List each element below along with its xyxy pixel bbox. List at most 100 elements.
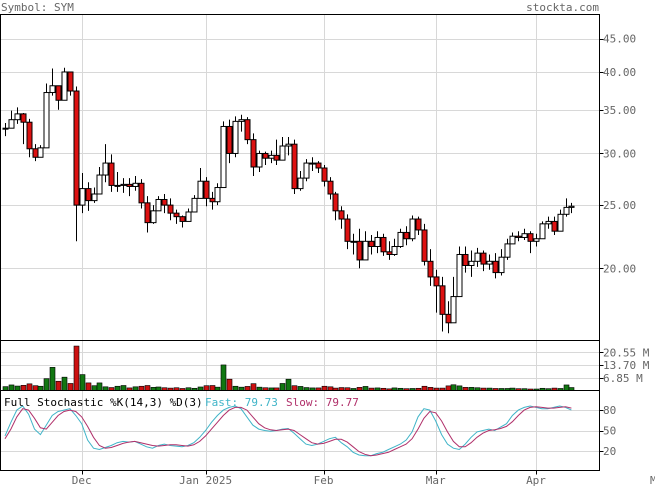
volume-bar [15,386,20,390]
stoch-tick-label: 80 [603,404,616,417]
volume-bar [457,386,462,391]
candle-body [80,189,85,206]
candle-body [351,241,356,242]
volume-bar [422,386,427,390]
month-label: Dec [72,474,92,486]
candle-body [375,237,380,246]
candle-body [280,146,285,160]
volume-bar [210,386,215,391]
candle-body [440,286,445,315]
candle-body [434,277,439,286]
volume-bar [27,384,32,391]
volume-bar [564,385,569,391]
symbol-label: Symbol: SYM [1,1,74,14]
month-label: Mar [426,474,446,486]
candle-body [33,149,38,157]
volume-bar [322,386,327,390]
volume-bar [328,387,333,391]
volume-bar [446,386,451,391]
stochastic-slow-label: Slow: 79.77 [286,396,359,409]
candle-body [156,199,161,210]
candle-body [56,86,61,100]
candle-body [269,155,274,158]
candle-body [552,221,557,231]
volume-bar [80,375,85,391]
volume-bar [103,387,108,391]
volume-bar [44,379,49,391]
volume-bar [133,387,138,391]
candle-body [516,236,521,237]
volume-bar [227,379,232,390]
candle-body [3,128,8,129]
candle-body [145,203,150,223]
candle-body [339,211,344,219]
candle-body [540,224,545,239]
candle-body [304,163,309,178]
brand-label: stockta.com [526,1,599,14]
candle-body [245,120,250,140]
volume-bar [74,346,79,390]
candle-body [310,163,315,164]
volume-bar [298,386,303,390]
candle-body [451,297,456,323]
candle-body [139,183,144,203]
volume-tick-label: 6.85 M [603,372,643,385]
volume-bar [86,383,91,391]
candle-body [9,120,14,129]
candle-body [363,241,368,260]
candle-body [410,219,415,239]
candle-body [569,206,574,207]
volume-bar [33,386,38,391]
candle-body [298,178,303,188]
candle-body [186,212,191,221]
volume-bar [139,386,144,390]
candle-body [239,120,244,122]
volume-bar [156,387,161,391]
volume-bar [204,386,209,391]
volume-bar [9,385,14,391]
volume-tick-label: 13.70 M [603,359,650,372]
candle-body [192,198,197,212]
stoch-tick-label: 50 [603,425,616,438]
month-label: May [650,474,655,486]
volume-bar [3,387,8,391]
price-tick-label: 30.00 [603,147,636,160]
candle-body [469,261,474,265]
volume-bar [221,365,226,391]
candle-body [15,114,20,120]
candle-body [481,253,486,264]
volume-bar [68,383,73,390]
volume-bar [198,387,203,391]
candle-body [286,144,291,146]
candle-body [510,236,515,244]
candle-body [328,181,333,194]
volume-bar [363,386,368,390]
candle-body [174,213,179,217]
volume-bar [292,386,297,391]
stoch-tick-label: 20 [603,445,616,458]
candle-body [115,185,120,186]
candle-body [227,126,232,153]
volume-bar [38,386,43,390]
candle-body [422,230,427,261]
candle-body [457,254,462,296]
candle-body [38,148,43,157]
candle-body [257,153,262,167]
candle-body [215,188,220,202]
candle-body [487,261,492,264]
candle-body [168,205,173,213]
candle-body [428,261,433,277]
month-label: Jan 2025 [179,474,232,486]
volume-bar [21,385,26,390]
candle-body [162,199,167,205]
candle-body [499,257,504,272]
candle-body [127,184,132,186]
candle-body [292,144,297,188]
price-tick-label: 25.00 [603,199,636,212]
candle-body [133,183,138,186]
volume-bar [451,385,456,391]
candle-body [109,163,114,185]
candle-body [180,217,185,222]
candle-body [151,211,156,223]
candle-body [446,314,451,322]
